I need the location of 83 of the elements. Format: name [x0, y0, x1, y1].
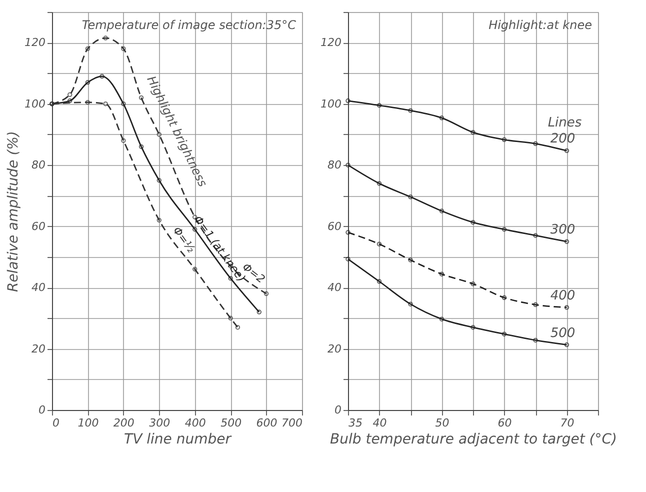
- point: [67, 92, 72, 98]
- x-tick-label: 200: [113, 416, 134, 430]
- point: [502, 137, 507, 142]
- annotation: Highlight:at knee: [488, 18, 592, 32]
- x-tick-label: 600: [256, 416, 278, 430]
- point: [235, 324, 240, 330]
- x-tick-label: 50: [435, 416, 450, 430]
- point: [156, 178, 162, 183]
- y-tick-label: 100: [320, 97, 342, 110]
- y-tick-label: 100: [24, 97, 46, 110]
- y-tick-label: 40: [32, 281, 46, 294]
- x-tick-label: 70: [560, 416, 574, 430]
- point: [85, 80, 90, 85]
- point: [470, 220, 476, 225]
- point: [439, 208, 444, 214]
- x-tick-label: 0: [52, 416, 60, 430]
- point: [470, 324, 476, 330]
- point: [228, 316, 233, 321]
- point: [376, 181, 382, 186]
- point: [439, 272, 444, 276]
- x-tick-label: 300: [149, 416, 170, 430]
- point: [346, 230, 350, 235]
- point: [408, 108, 413, 113]
- point: [533, 338, 538, 343]
- point: [138, 144, 144, 150]
- point: [138, 95, 144, 100]
- series-label: 200: [550, 132, 576, 147]
- y-tick-label: 20: [32, 342, 46, 356]
- legend-title: Lines: [548, 116, 582, 131]
- point: [103, 36, 108, 40]
- x-tick-label: 60: [498, 416, 512, 430]
- point: [121, 101, 126, 106]
- y-tick-label: 80: [32, 158, 46, 172]
- point: [85, 46, 90, 52]
- y-axis-title: Relative amplitude (%): [6, 131, 22, 292]
- point: [533, 141, 538, 146]
- series-label: 300: [550, 222, 576, 238]
- point: [408, 258, 413, 262]
- point: [502, 295, 507, 300]
- point: [67, 98, 72, 104]
- x-tick-label: 100: [78, 416, 99, 430]
- x-tick-label: 700: [282, 416, 302, 430]
- point: [100, 74, 104, 79]
- point: [85, 100, 90, 105]
- point: [376, 279, 382, 284]
- point: [470, 281, 476, 286]
- point: [156, 132, 162, 137]
- point: [121, 46, 126, 52]
- x-tick-label: 40: [372, 416, 387, 430]
- point: [376, 242, 382, 246]
- x-tick-label: 35: [348, 416, 362, 430]
- point: [376, 103, 382, 108]
- point: [408, 302, 413, 306]
- y-tick-label: 120: [24, 36, 46, 50]
- y-tick-label: 80: [328, 158, 342, 172]
- y-tick-label: 0: [334, 404, 342, 416]
- point: [103, 101, 108, 106]
- series-label: 400: [550, 288, 576, 304]
- y-tick-label: 120: [320, 36, 342, 50]
- x-axis-title: Bulb temperature adjacent to target (°C): [330, 432, 617, 448]
- point: [264, 291, 269, 296]
- y-tick-label: 0: [38, 404, 46, 416]
- x-axis-title: TV line number: [124, 432, 232, 448]
- y-tick-label: 60: [32, 220, 46, 233]
- y-tick-label: 40: [328, 281, 342, 294]
- point: [564, 305, 570, 310]
- point: [502, 227, 507, 232]
- x-tick-label: 400: [184, 416, 206, 430]
- point: [533, 233, 538, 238]
- series-label: 500: [550, 326, 576, 341]
- annotation: Temperature of image section:35°C: [82, 18, 297, 32]
- point: [156, 218, 162, 223]
- y-tick-label: 60: [328, 220, 342, 233]
- point: [439, 116, 444, 120]
- point: [502, 332, 507, 336]
- point: [439, 316, 444, 322]
- y-tick-label: 20: [328, 342, 342, 356]
- point: [121, 138, 126, 143]
- point: [192, 266, 198, 272]
- point: [470, 130, 476, 135]
- point: [408, 194, 413, 200]
- point: [533, 302, 538, 308]
- x-tick-label: 500: [220, 416, 242, 430]
